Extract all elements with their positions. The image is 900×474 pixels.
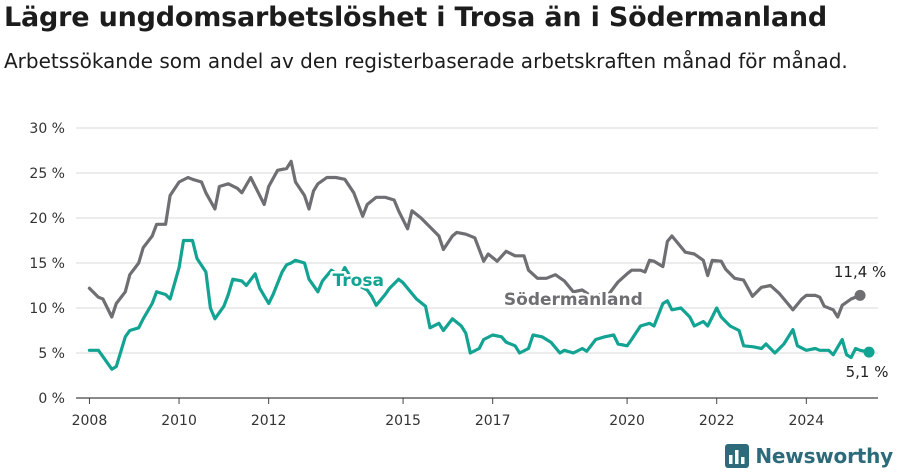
grid-lines: [76, 127, 878, 354]
y-tick-label: 15 %: [29, 256, 65, 272]
end-value-trosa: 5,1 %: [846, 363, 889, 381]
y-tick-label: 25 %: [29, 166, 65, 182]
x-tick-label: 2020: [609, 413, 645, 429]
y-tick-label: 20 %: [29, 211, 65, 227]
series-line-södermanland: [87, 159, 862, 319]
end-point-trosa: [863, 346, 875, 358]
x-tick-label: 2012: [251, 413, 287, 429]
y-tick-label: 5 %: [38, 346, 65, 362]
x-axis: 2008 2010 2012 2015 2017 2020 2022 2024: [72, 397, 878, 429]
brand-name: Newsworthy: [755, 444, 893, 468]
series-label-trosa: Trosa: [333, 271, 384, 291]
y-tick-label: 10 %: [29, 301, 65, 317]
end-point-södermanland: [854, 289, 866, 301]
y-tick-label: 30 %: [29, 121, 65, 137]
newsworthy-logo: Newsworthy: [725, 444, 893, 468]
chart-subtitle: Arbetssökande som andel av den registerb…: [4, 49, 848, 73]
x-tick-label: 2024: [788, 413, 824, 429]
series-label-sodermanland: Södermanland: [504, 290, 643, 310]
series-line-trosa: [87, 238, 871, 371]
y-axis: 0 % 5 % 10 % 15 % 20 % 25 % 30 %: [29, 121, 65, 407]
end-value-sodermanland: 11,4 %: [834, 263, 886, 281]
x-tick-label: 2008: [72, 413, 108, 429]
x-tick-label: 2010: [161, 413, 197, 429]
bar-chart-icon: [725, 444, 750, 468]
x-tick-label: 2022: [699, 413, 735, 429]
series-lines: [87, 159, 875, 371]
x-tick-label: 2017: [475, 413, 511, 429]
series-labels: Södermanland Trosa 11,4 % 5,1 %: [330, 263, 889, 381]
chart-title: Lägre ungdomsarbetslöshet i Trosa än i S…: [4, 2, 828, 33]
x-tick-label: 2015: [385, 413, 421, 429]
y-tick-label: 0 %: [38, 391, 65, 407]
